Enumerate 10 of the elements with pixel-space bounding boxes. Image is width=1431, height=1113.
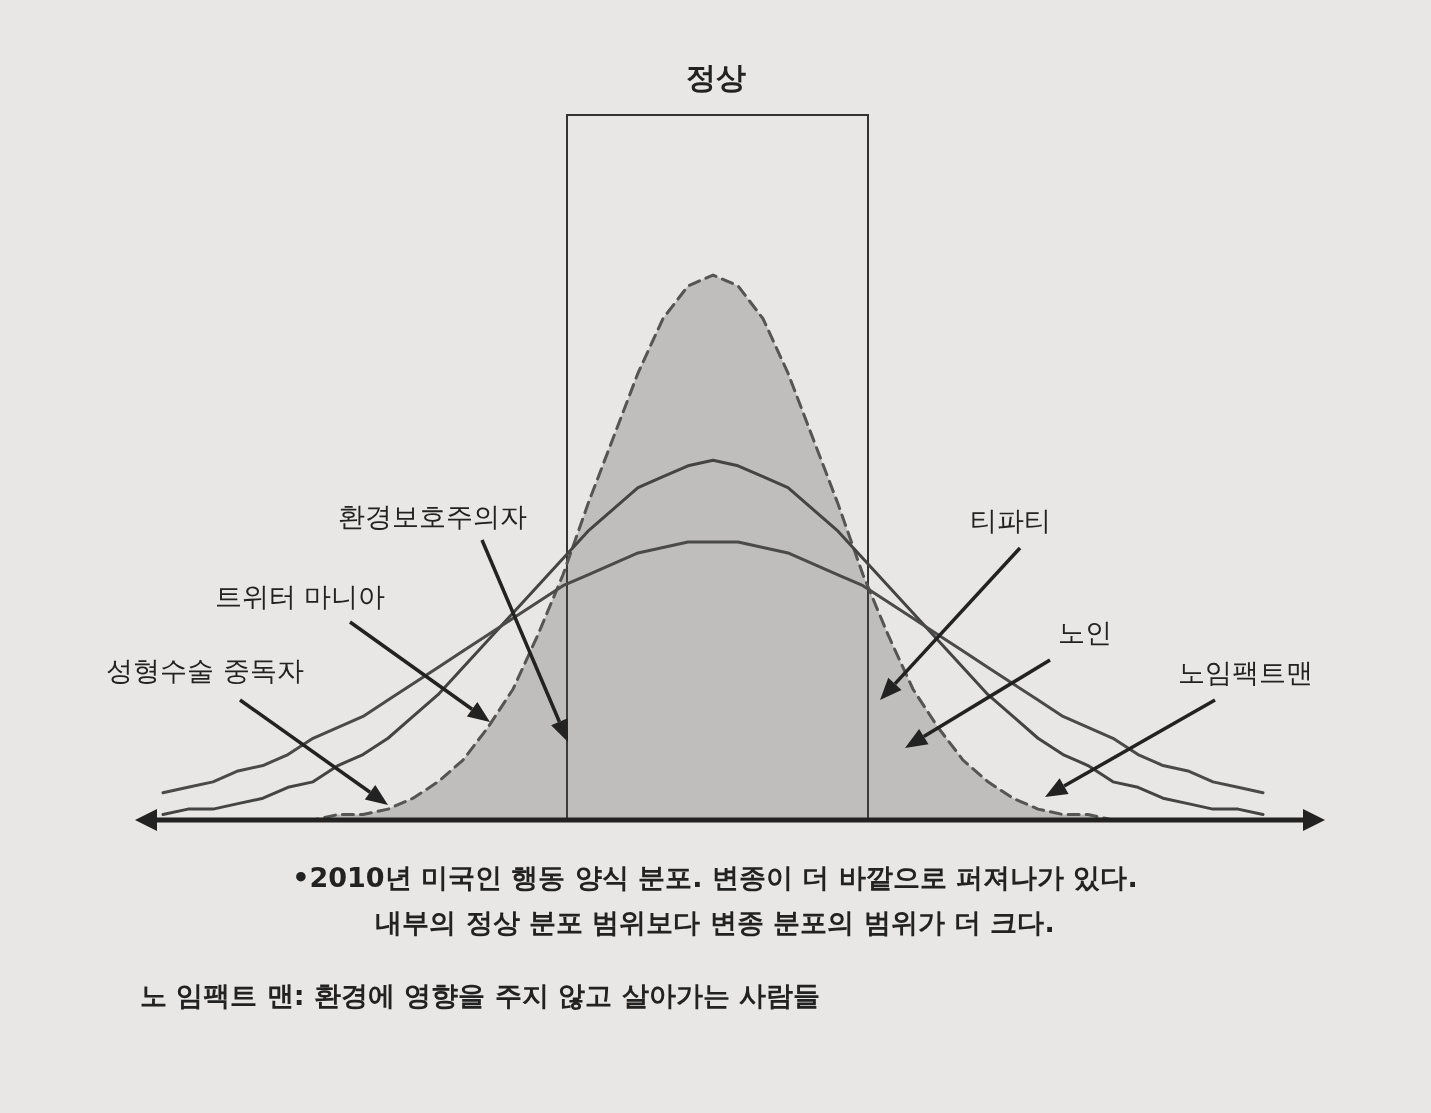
annotation: 노인 [1058, 617, 1112, 648]
text: 내부의 정상 분포 범위보다 변종 분포의 범위가 더 크다. [375, 907, 1055, 938]
text: •2010년 미국인 행동 양식 분포. 변종이 더 바깥으로 퍼져나가 있다. [292, 862, 1138, 893]
annotation: 노임팩트맨 [1177, 657, 1313, 688]
text: 정상 [686, 60, 746, 95]
annotation: 티파티 [969, 505, 1051, 536]
annotation: 환경보호주의자 [337, 501, 527, 532]
annotation: 성형수술 중독자 [106, 655, 304, 686]
annotation: 트위터 마니아 [214, 581, 386, 612]
text: 노 임팩트 맨: 환경에 영향을 주지 않고 살아가는 사람들 [140, 980, 820, 1011]
